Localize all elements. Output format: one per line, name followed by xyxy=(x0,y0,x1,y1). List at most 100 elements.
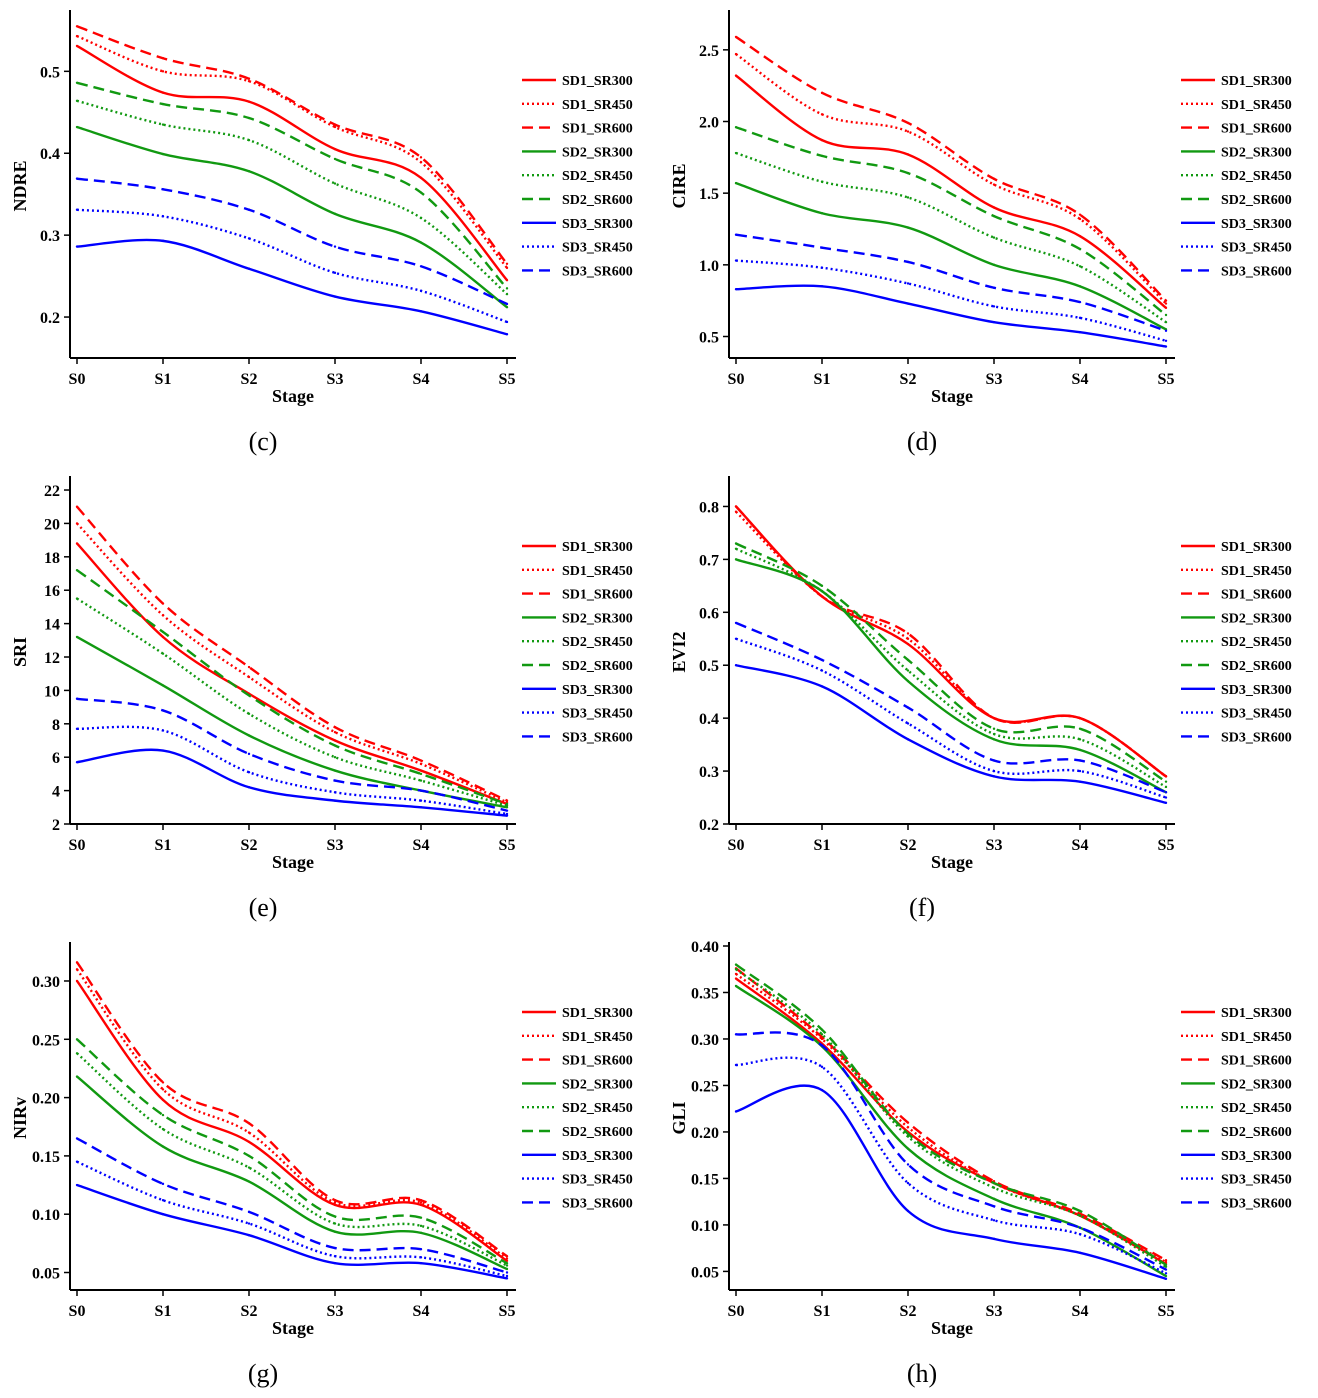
data-point xyxy=(734,35,738,39)
data-point xyxy=(906,282,910,285)
data-point xyxy=(161,1213,165,1216)
legend-label: SD3_SR600 xyxy=(1221,1196,1292,1211)
data-point xyxy=(505,804,509,807)
y-axis-title: NDRE xyxy=(10,160,30,211)
series-line-sd1_sr600 xyxy=(76,25,508,265)
data-point xyxy=(820,669,824,672)
data-point xyxy=(419,1224,423,1228)
data-point xyxy=(1078,716,1082,720)
legend-label: SD2_SR450 xyxy=(1221,169,1292,184)
data-point xyxy=(1164,1263,1168,1267)
data-point xyxy=(419,1247,423,1251)
legend-label: SD1_SR300 xyxy=(1221,1006,1292,1021)
data-point xyxy=(906,679,910,683)
data-point xyxy=(734,1033,738,1036)
legend-label: SD1_SR450 xyxy=(562,1030,633,1045)
legend-label: SD1_SR450 xyxy=(562,98,633,113)
data-point xyxy=(992,206,996,209)
data-point xyxy=(1078,300,1082,304)
series-line-sd3_sr450 xyxy=(76,725,508,816)
data-point xyxy=(992,716,996,720)
legend-label: SD1_SR600 xyxy=(562,588,633,603)
series-line-sd2_sr450 xyxy=(735,151,1167,324)
y-tick-label: 0.15 xyxy=(691,1171,719,1188)
data-point xyxy=(820,246,824,249)
data-point xyxy=(247,267,251,270)
data-point xyxy=(161,684,165,687)
x-axis-title: Stage xyxy=(272,386,314,406)
legend-label: SD3_SR600 xyxy=(1221,264,1292,279)
data-point xyxy=(820,154,824,158)
data-point xyxy=(1078,1214,1082,1217)
series-line-sd2_sr600 xyxy=(735,542,1167,783)
series-line-sd3_sr450 xyxy=(735,259,1167,342)
data-point xyxy=(161,1113,165,1117)
series-line-sd2_sr450 xyxy=(735,547,1167,789)
data-point xyxy=(247,1166,251,1169)
data-point xyxy=(734,126,738,129)
series-line-sd1_sr450 xyxy=(735,972,1167,1264)
data-point xyxy=(247,116,251,120)
data-point xyxy=(1078,247,1082,251)
data-point xyxy=(1078,727,1082,730)
legend-label: SD2_SR300 xyxy=(1221,1077,1292,1092)
data-point xyxy=(419,216,423,220)
data-point xyxy=(1164,1277,1168,1281)
data-point xyxy=(1078,265,1082,268)
y-tick-label: 1.5 xyxy=(699,186,719,203)
data-point xyxy=(247,1154,251,1158)
data-point xyxy=(992,263,996,267)
legend-label: SD2_SR600 xyxy=(562,193,633,208)
y-tick-label: 0.05 xyxy=(32,1266,60,1283)
x-tick-label: S4 xyxy=(1072,371,1089,388)
data-point xyxy=(734,542,738,545)
x-tick-label: S1 xyxy=(814,371,831,388)
series-line-sd2_sr300 xyxy=(735,182,1167,331)
data-point xyxy=(734,52,738,56)
series-line-sd2_sr300 xyxy=(76,635,508,809)
data-point xyxy=(1164,1265,1168,1268)
legend-label: SD3_SR300 xyxy=(1221,1149,1292,1164)
data-point xyxy=(247,734,251,737)
series-line-sd2_sr300 xyxy=(76,1075,508,1271)
data-point xyxy=(419,806,423,809)
y-tick-label: 0.20 xyxy=(691,1125,719,1142)
data-point xyxy=(333,791,337,794)
data-point xyxy=(906,637,910,640)
legend-label: SD2_SR600 xyxy=(562,659,633,674)
x-tick-label: S3 xyxy=(986,371,1003,388)
data-point xyxy=(1164,791,1168,794)
series-line-sd1_sr600 xyxy=(76,505,508,802)
series-line-sd3_sr450 xyxy=(735,1056,1167,1275)
x-tick-label: S4 xyxy=(413,371,430,388)
series-line-sd2_sr450 xyxy=(76,99,508,296)
data-point xyxy=(333,1254,337,1258)
data-point xyxy=(820,1065,824,1069)
data-point xyxy=(161,1098,165,1102)
data-point xyxy=(247,665,251,669)
data-point xyxy=(161,188,165,191)
data-point xyxy=(247,1210,251,1214)
data-point xyxy=(161,635,165,639)
data-point xyxy=(992,775,996,778)
legend-label: SD3_SR450 xyxy=(1221,241,1292,256)
data-point xyxy=(75,1075,79,1078)
data-point xyxy=(906,1121,910,1124)
y-tick-label: 0.8 xyxy=(699,499,719,516)
x-tick-label: S2 xyxy=(241,1303,258,1320)
y-tick-label: 22 xyxy=(44,483,60,500)
x-tick-label: S5 xyxy=(1158,837,1175,854)
data-point xyxy=(992,214,996,218)
y-axis-title: CIRE xyxy=(669,163,689,208)
panel-label: (d) xyxy=(907,427,937,456)
x-tick-label: S2 xyxy=(241,371,258,388)
data-point xyxy=(1078,748,1082,752)
data-point xyxy=(1164,796,1168,799)
data-point xyxy=(247,77,251,80)
line-chart: 0.5 1.0 1.5 2.0 2.5 S0 S1 S2 S3 S4 S5 Stage CIRE (d) S… xyxy=(669,10,1292,456)
data-point xyxy=(419,1256,423,1259)
legend-label: SD2_SR600 xyxy=(562,1125,633,1140)
series-line-sd3_sr450 xyxy=(76,1160,508,1278)
y-axis-title: EVI2 xyxy=(669,631,689,672)
data-point xyxy=(734,259,738,262)
